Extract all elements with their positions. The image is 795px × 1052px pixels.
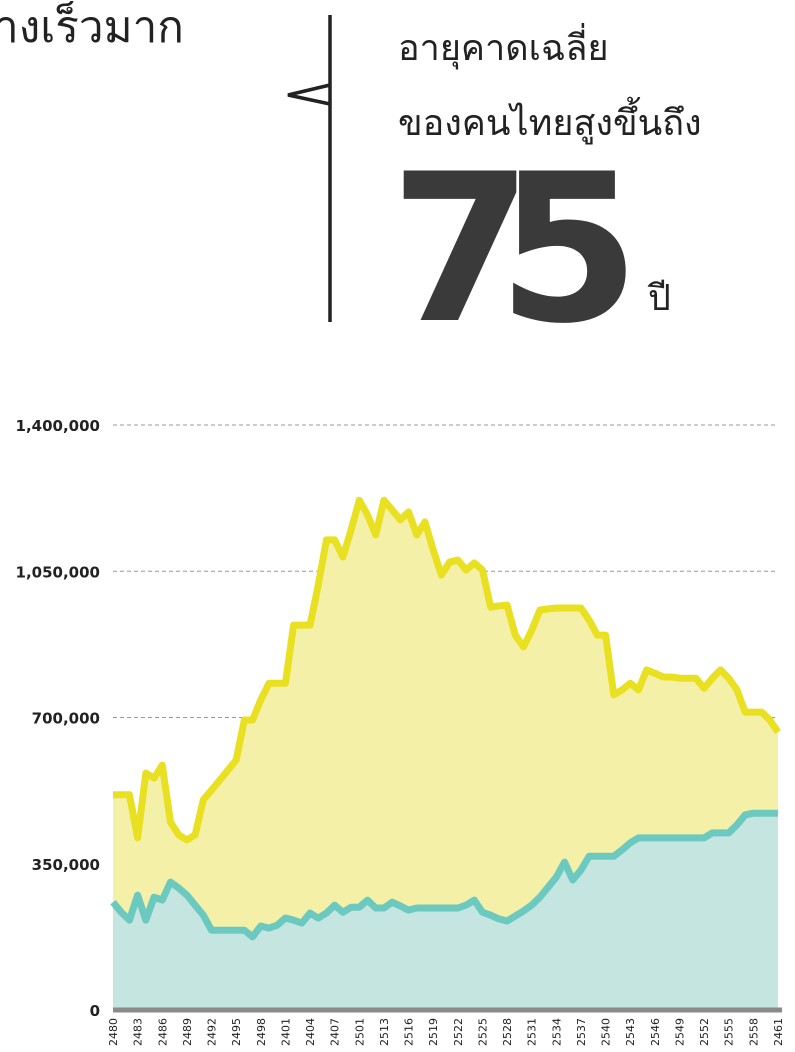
- x-tick-label: 2513: [378, 1018, 391, 1046]
- x-tick-label: 2534: [550, 1018, 563, 1046]
- x-tick-label: 2489: [181, 1018, 194, 1046]
- x-tick-label: 2407: [329, 1018, 342, 1046]
- x-tick-label: 2486: [156, 1018, 169, 1046]
- x-tick-label: 2546: [649, 1018, 662, 1046]
- x-tick-label: 2492: [206, 1018, 219, 1046]
- unit: ปี: [647, 278, 671, 319]
- x-tick-label: 2501: [353, 1018, 366, 1046]
- x-tick-label: 2483: [132, 1018, 145, 1046]
- y-tick-label: 1,050,000: [16, 563, 100, 581]
- x-tick-label: 2552: [698, 1018, 711, 1046]
- area-line: [113, 496, 781, 844]
- x-tick-label: 2558: [747, 1018, 760, 1046]
- x-tick-label: 2525: [476, 1018, 489, 1046]
- big-number: 75: [390, 131, 640, 369]
- heading-line: ของคนไทยสูงขึ้นถึง: [398, 96, 702, 145]
- x-tick-label: 2519: [427, 1018, 440, 1046]
- area-line: [110, 809, 778, 941]
- x-tick-label: 2480: [107, 1018, 120, 1046]
- x-tick-label: 2401: [279, 1018, 292, 1046]
- x-tick-label: 2540: [600, 1018, 613, 1046]
- x-tick-label: 2498: [255, 1018, 268, 1046]
- heading-line: อายุคาดเฉลี่ย: [398, 23, 609, 70]
- y-tick-label: 350,000: [32, 856, 100, 874]
- partial-title: างเร็วมาก: [0, 1, 184, 53]
- x-tick-label: 2522: [452, 1018, 465, 1046]
- x-tick-label: 2495: [230, 1018, 243, 1046]
- bracket: [287, 15, 332, 322]
- x-tick-label: 2531: [526, 1018, 539, 1046]
- x-tick-label: 2549: [673, 1018, 686, 1046]
- x-tick-label: 2461: [772, 1018, 785, 1046]
- x-tick-label: 2537: [575, 1018, 588, 1046]
- x-tick-label: 2528: [501, 1018, 514, 1046]
- x-tick-label: 2555: [723, 1018, 736, 1046]
- area-fill: [113, 813, 778, 1010]
- x-tick-label: 2404: [304, 1018, 317, 1046]
- y-tick-label: 1,400,000: [16, 417, 100, 435]
- y-tick-label: 0: [90, 1002, 100, 1020]
- x-tick-label: 2543: [624, 1018, 637, 1046]
- y-tick-label: 700,000: [32, 710, 100, 728]
- x-tick-label: 2516: [403, 1018, 416, 1046]
